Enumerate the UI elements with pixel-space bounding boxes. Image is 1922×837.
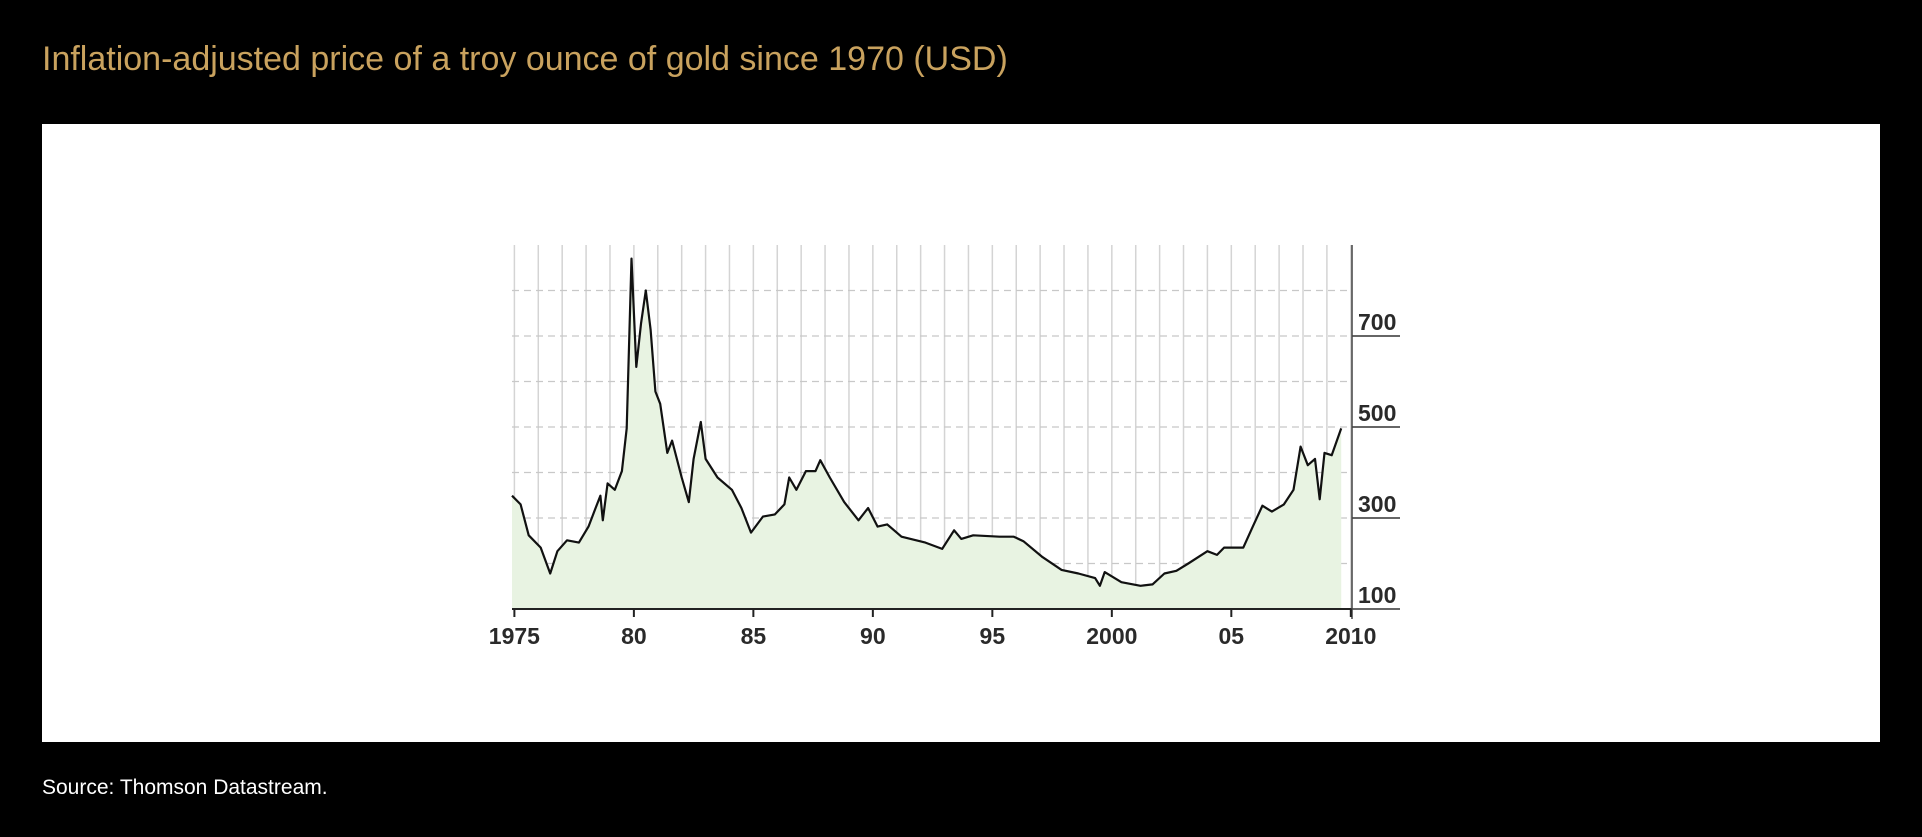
y-tick-label: 300	[1358, 491, 1396, 517]
source-note: Source: Thomson Datastream.	[42, 776, 328, 799]
x-tick-label: 90	[860, 623, 886, 649]
chart-panel	[42, 124, 1880, 742]
x-tick-label: 2010	[1325, 623, 1376, 649]
chart-title: Inflation-adjusted price of a troy ounce…	[42, 40, 1008, 78]
x-tick-label: 2000	[1086, 623, 1137, 649]
y-tick-label: 500	[1358, 400, 1396, 426]
y-tick-label: 700	[1358, 309, 1396, 335]
x-tick-label: 95	[980, 623, 1006, 649]
x-tick-label: 85	[741, 623, 767, 649]
x-tick-label: 80	[621, 623, 647, 649]
line	[511, 257, 1343, 587]
x-tick-label: 05	[1219, 623, 1245, 649]
y-tick-label: 100	[1358, 582, 1396, 608]
x-tick-label: 1975	[489, 623, 540, 649]
area	[512, 258, 1342, 609]
